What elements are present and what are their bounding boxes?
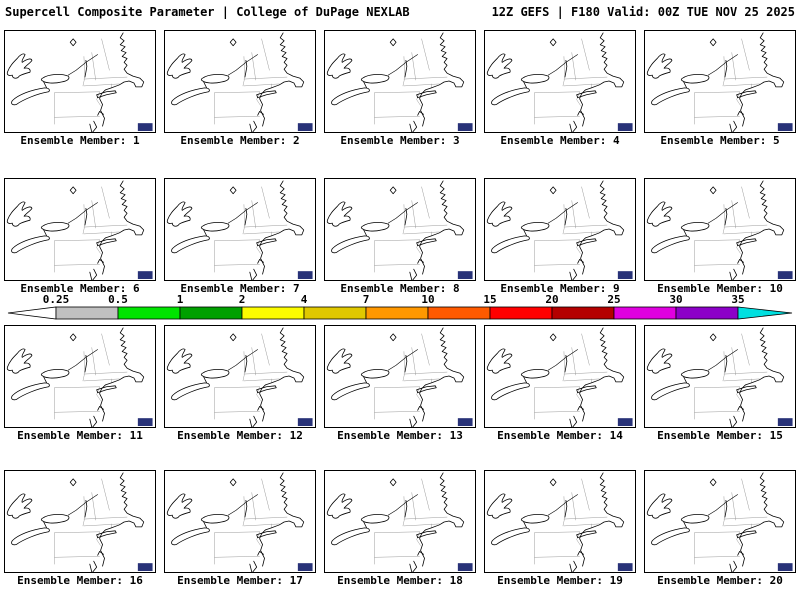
ensemble-member-label: Ensemble Member: 15	[657, 429, 783, 442]
northeast-us-map	[164, 325, 316, 428]
colorbar-tick-label: 1	[177, 294, 184, 306]
ensemble-member-label: Ensemble Member: 12	[177, 429, 303, 442]
ensemble-member-label: Ensemble Member: 20	[657, 574, 783, 587]
ensemble-member-label: Ensemble Member: 13	[337, 429, 463, 442]
ensemble-panel: Ensemble Member: 11	[4, 325, 156, 442]
northeast-us-map	[484, 30, 636, 133]
northeast-us-map	[4, 325, 156, 428]
ensemble-member-label: Ensemble Member: 2	[180, 134, 300, 147]
ensemble-panel: Ensemble Member: 7	[164, 178, 316, 295]
colorbar-segment	[427, 306, 491, 320]
ensemble-member-label: Ensemble Member: 5	[660, 134, 780, 147]
ensemble-panel: Ensemble Member: 20	[644, 470, 796, 587]
ensemble-member-label: Ensemble Member: 1	[20, 134, 140, 147]
ensemble-member-label: Ensemble Member: 8	[340, 282, 460, 295]
ensemble-member-label: Ensemble Member: 17	[177, 574, 303, 587]
ensemble-panel: Ensemble Member: 12	[164, 325, 316, 442]
northeast-us-map	[4, 30, 156, 133]
colorbar-segment	[489, 306, 553, 320]
ensemble-member-label: Ensemble Member: 16	[17, 574, 143, 587]
ensemble-panel: Ensemble Member: 10	[644, 178, 796, 295]
panel-row-2: Ensemble Member: 6 Ensemble Member: 7 En…	[4, 178, 796, 295]
northeast-us-map	[324, 30, 476, 133]
colorbar-tick-label: 4	[301, 294, 308, 306]
ensemble-panel: Ensemble Member: 17	[164, 470, 316, 587]
ensemble-member-label: Ensemble Member: 3	[340, 134, 460, 147]
ensemble-panel: Ensemble Member: 4	[484, 30, 636, 147]
colorbar-right-arrow	[737, 306, 793, 320]
ensemble-panel: Ensemble Member: 16	[4, 470, 156, 587]
ensemble-panel: Ensemble Member: 3	[324, 30, 476, 147]
header-bar: Supercell Composite Parameter | College …	[0, 5, 800, 19]
colorbar-segment	[613, 306, 677, 320]
ensemble-panel: Ensemble Member: 6	[4, 178, 156, 295]
ensemble-panel: Ensemble Member: 13	[324, 325, 476, 442]
northeast-us-map	[644, 178, 796, 281]
model-run-valid-time: 12Z GEFS | F180 Valid: 00Z TUE NOV 25 20…	[491, 5, 795, 19]
colorbar-legend: 0.25 0.5 1 2 4 7 10 15 20 25 30 35	[7, 294, 793, 320]
northeast-us-map	[164, 178, 316, 281]
ensemble-member-label: Ensemble Member: 10	[657, 282, 783, 295]
colorbar-segment	[117, 306, 181, 320]
colorbar-segment	[179, 306, 243, 320]
northeast-us-map	[164, 470, 316, 573]
northeast-us-map	[324, 178, 476, 281]
northeast-us-map	[4, 178, 156, 281]
ensemble-panel: Ensemble Member: 15	[644, 325, 796, 442]
ensemble-member-label: Ensemble Member: 7	[180, 282, 300, 295]
colorbar-tick-label: 15	[483, 294, 496, 306]
ensemble-member-label: Ensemble Member: 19	[497, 574, 623, 587]
ensemble-member-label: Ensemble Member: 14	[497, 429, 623, 442]
colorbar-segment	[241, 306, 305, 320]
panel-row-4: Ensemble Member: 16 Ensemble Member: 17 …	[4, 470, 796, 587]
product-title: Supercell Composite Parameter | College …	[5, 5, 410, 19]
northeast-us-map	[484, 325, 636, 428]
panel-row-1: Ensemble Member: 1 Ensemble Member: 2 En…	[4, 30, 796, 147]
ensemble-member-label: Ensemble Member: 4	[500, 134, 620, 147]
colorbar-tick-label: 20	[545, 294, 558, 306]
colorbar-tick-label: 0.25	[43, 294, 70, 306]
northeast-us-map	[324, 470, 476, 573]
colorbar-segment	[55, 306, 119, 320]
ensemble-panel: Ensemble Member: 1	[4, 30, 156, 147]
northeast-us-map	[484, 470, 636, 573]
colorbar-tick-label: 0.5	[108, 294, 128, 306]
colorbar-tick-label: 10	[421, 294, 434, 306]
ensemble-panel: Ensemble Member: 18	[324, 470, 476, 587]
ensemble-panel: Ensemble Member: 19	[484, 470, 636, 587]
northeast-us-map	[644, 470, 796, 573]
colorbar-segment	[365, 306, 429, 320]
ensemble-member-label: Ensemble Member: 6	[20, 282, 140, 295]
colorbar-tick-label: 25	[607, 294, 620, 306]
ensemble-member-label: Ensemble Member: 9	[500, 282, 620, 295]
northeast-us-map	[644, 30, 796, 133]
ensemble-member-label: Ensemble Member: 18	[337, 574, 463, 587]
ensemble-panel: Ensemble Member: 2	[164, 30, 316, 147]
colorbar-left-arrow	[7, 306, 57, 320]
colorbar-segment	[675, 306, 739, 320]
northeast-us-map	[484, 178, 636, 281]
colorbar-tick-label: 2	[239, 294, 246, 306]
northeast-us-map	[644, 325, 796, 428]
ensemble-member-label: Ensemble Member: 11	[17, 429, 143, 442]
northeast-us-map	[164, 30, 316, 133]
panel-row-3: Ensemble Member: 11 Ensemble Member: 12 …	[4, 325, 796, 442]
colorbar-segment	[551, 306, 615, 320]
northeast-us-map	[324, 325, 476, 428]
northeast-us-map	[4, 470, 156, 573]
ensemble-panel: Ensemble Member: 14	[484, 325, 636, 442]
colorbar-tick-label: 7	[363, 294, 370, 306]
ensemble-panel: Ensemble Member: 9	[484, 178, 636, 295]
ensemble-panel: Ensemble Member: 8	[324, 178, 476, 295]
ensemble-panel: Ensemble Member: 5	[644, 30, 796, 147]
colorbar-tick-label: 35	[731, 294, 744, 306]
colorbar-segment	[303, 306, 367, 320]
colorbar-tick-label: 30	[669, 294, 682, 306]
